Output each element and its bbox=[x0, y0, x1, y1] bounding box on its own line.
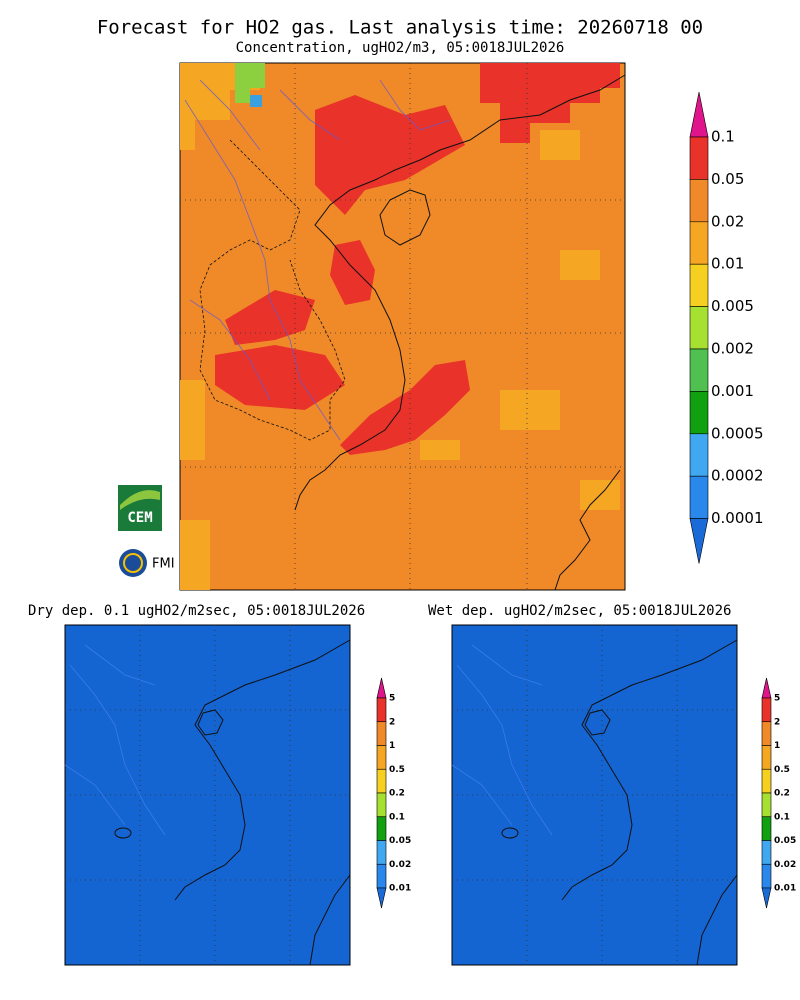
logo-fmi: FMI bbox=[119, 549, 175, 577]
colorbar-label: 0.1 bbox=[389, 812, 405, 822]
colorbar-segment bbox=[761, 768, 772, 794]
panel-title: Wet dep. ugHO2/m2sec, 05:0018JUL2026 bbox=[428, 603, 731, 619]
colorbar-segment bbox=[761, 745, 772, 770]
colorbar-segment bbox=[689, 306, 709, 350]
colorbar-segment bbox=[761, 816, 772, 841]
colorbar-label: 0.001 bbox=[711, 382, 754, 400]
colorbar-segment bbox=[761, 863, 772, 889]
panel-title: Dry dep. 0.1 ugHO2/m2sec, 05:0018JUL2026 bbox=[28, 603, 365, 619]
colorbar-segment bbox=[376, 745, 387, 770]
colorbar-segment bbox=[689, 348, 709, 392]
colorbar-segment bbox=[376, 768, 387, 794]
colorbar-arrow bbox=[689, 518, 709, 564]
colorbar-segment bbox=[376, 721, 387, 746]
subtitle: Concentration, ugHO2/m3, 05:0018JUL2026 bbox=[236, 40, 565, 56]
colorbar-label: 2 bbox=[774, 717, 780, 727]
colorbar-label: 0.05 bbox=[389, 836, 411, 846]
colorbar-label: 0.05 bbox=[711, 170, 744, 188]
colorbar-label: 0.01 bbox=[774, 884, 796, 894]
colorbar-label: 0.5 bbox=[389, 765, 405, 775]
colorbar-segment bbox=[689, 263, 709, 307]
colorbar-label: 0.05 bbox=[774, 836, 796, 846]
title: Forecast for HO2 gas. Last analysis time… bbox=[97, 17, 703, 39]
colorbar-arrow bbox=[689, 91, 709, 138]
logo-cem: CEM bbox=[118, 485, 162, 531]
colorbar-segment bbox=[689, 433, 709, 477]
logo-fmi-text: FMI bbox=[152, 557, 175, 572]
colorbar-label: 5 bbox=[774, 694, 780, 704]
main-colorbar: 0.1 0.05 0.02 0.01 0.005 0.002 0.001 0.0005 0.00… bbox=[689, 91, 764, 564]
colorbar-segment bbox=[689, 179, 709, 223]
colorbar-label: 0.002 bbox=[711, 340, 754, 358]
colorbar-segment bbox=[376, 792, 387, 818]
colorbar-arrow bbox=[761, 887, 772, 909]
colorbar-label: 0.2 bbox=[389, 789, 405, 799]
colorbar-label: 0.0002 bbox=[711, 467, 764, 485]
colorbar-segment bbox=[761, 721, 772, 746]
colorbar-segment bbox=[689, 391, 709, 435]
colorbar-label: 0.2 bbox=[774, 789, 790, 799]
colorbar-segment bbox=[689, 475, 709, 519]
colorbar-label: 0.01 bbox=[389, 884, 411, 894]
colorbar-label: 0.02 bbox=[774, 860, 796, 870]
main-map bbox=[179, 62, 626, 591]
logo-cem-text: CEM bbox=[127, 510, 152, 526]
colorbar-label: 0.0001 bbox=[711, 509, 764, 527]
colorbar-label: 5 bbox=[389, 694, 395, 704]
colorbar-label: 1 bbox=[389, 741, 395, 751]
wet-dep-map bbox=[451, 624, 738, 966]
colorbar-segment bbox=[376, 697, 387, 723]
colorbar-label: 0.01 bbox=[711, 255, 744, 273]
colorbar-arrow bbox=[376, 677, 387, 699]
colorbar-label: 0.005 bbox=[711, 297, 754, 315]
colorbar-segment bbox=[761, 697, 772, 723]
colorbar-segment bbox=[376, 863, 387, 889]
colorbar-label: 0.0005 bbox=[711, 424, 764, 442]
colorbar-label: 0.02 bbox=[389, 860, 411, 870]
colorbar-segment bbox=[761, 840, 772, 865]
colorbar-label: 0.5 bbox=[774, 765, 790, 775]
colorbar-label: 0.1 bbox=[774, 812, 790, 822]
colorbar-label: 0.1 bbox=[711, 128, 735, 146]
dry-dep-map bbox=[64, 624, 351, 966]
colorbar-arrow bbox=[376, 887, 387, 909]
colorbar-segment bbox=[761, 792, 772, 818]
colorbar-segment bbox=[376, 840, 387, 865]
colorbar-arrow bbox=[761, 677, 772, 699]
colorbar-label: 0.02 bbox=[711, 212, 744, 230]
colorbar-segment bbox=[689, 136, 709, 180]
colorbar-segment bbox=[376, 816, 387, 841]
colorbar-label: 2 bbox=[389, 717, 395, 727]
panel-colorbar: 5 2 1 0.5 0.2 0.1 0.05 0.02 0.01 bbox=[376, 677, 411, 909]
colorbar-segment bbox=[689, 221, 709, 265]
colorbar-label: 1 bbox=[774, 741, 780, 751]
panel-colorbar: 5 2 1 0.5 0.2 0.1 0.05 0.02 0.01 bbox=[761, 677, 796, 909]
